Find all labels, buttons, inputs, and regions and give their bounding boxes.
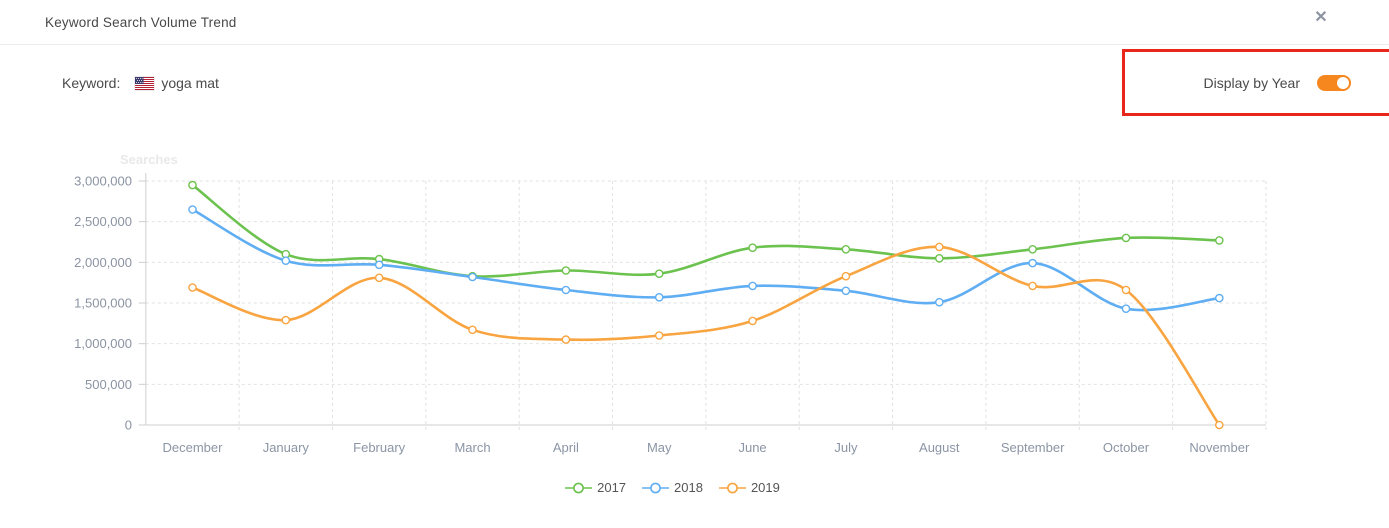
data-point-2018	[468, 272, 477, 282]
x-axis-label: November	[1189, 440, 1250, 455]
keyword-value: yoga mat	[161, 75, 219, 91]
data-point-2019	[188, 283, 197, 292]
legend-label: 2018	[674, 480, 703, 495]
data-point-2018	[935, 297, 944, 307]
data-point-2019	[281, 315, 291, 325]
x-axis-label: April	[553, 440, 579, 455]
y-axis-label: 0	[125, 418, 132, 433]
data-point-2018	[561, 285, 571, 295]
legend-marker-icon	[642, 482, 670, 493]
legend-marker-icon	[565, 482, 593, 493]
chart-legend: 2017 2018 2019	[0, 480, 1345, 495]
legend-label: 2019	[750, 480, 780, 495]
y-axis-label: 500,000	[85, 377, 132, 392]
data-point-2019	[1121, 285, 1131, 295]
data-point-2019	[748, 316, 757, 326]
search-volume-chart: 0 500,000 1,000,000 1,500,000 2,000,000 2,500…	[0, 140, 1389, 480]
display-by-year-toggle[interactable]	[1317, 74, 1351, 91]
y-axis-label: 1,500,000	[74, 296, 132, 311]
data-point-2018	[1215, 293, 1224, 303]
legend-marker-icon	[718, 482, 746, 493]
y-axis-label: 2,500,000	[74, 214, 132, 229]
data-point-2018	[1028, 258, 1037, 268]
us-flag-icon	[135, 76, 155, 90]
toggle-knob	[1337, 76, 1349, 89]
close-icon[interactable]: ✕	[1310, 7, 1332, 29]
x-axis-label: October	[1103, 440, 1150, 455]
data-point-2019	[841, 271, 851, 281]
data-point-2017	[188, 180, 197, 190]
modal-title: Keyword Search Volume Trend	[45, 14, 237, 30]
data-point-2019	[1215, 420, 1224, 430]
data-point-2017	[1028, 245, 1037, 254]
keyword-label: Keyword:	[62, 75, 121, 91]
data-point-2017	[748, 243, 757, 252]
data-point-2019	[468, 325, 477, 335]
data-point-2017	[654, 269, 664, 278]
data-point-2018	[281, 256, 291, 265]
series-line-2018	[191, 208, 1221, 312]
data-point-2019	[561, 335, 571, 344]
legend-item-2017[interactable]: 2017	[565, 480, 626, 495]
x-axis-label: January	[263, 440, 310, 455]
legend-item-2018[interactable]: 2018	[642, 480, 703, 495]
x-axis-label: September	[1001, 440, 1065, 455]
series-line-2019	[191, 245, 1221, 427]
legend-label: 2017	[597, 480, 627, 495]
y-axis-title: Searches	[120, 152, 178, 167]
x-axis-label: June	[738, 440, 766, 455]
display-by-year-label: Display by Year	[1203, 74, 1300, 91]
x-axis-label: July	[834, 440, 858, 455]
data-point-2019	[374, 273, 384, 283]
data-point-2017	[1121, 233, 1131, 243]
data-point-2017	[1215, 236, 1224, 245]
x-axis-label: December	[162, 440, 223, 455]
y-axis-label: 3,000,000	[74, 174, 132, 189]
data-point-2019	[935, 242, 944, 252]
data-point-2019	[654, 331, 664, 340]
chart-canvas: 0 500,000 1,000,000 1,500,000 2,000,000 2,500…	[74, 152, 1267, 455]
data-point-2018	[374, 260, 384, 270]
data-point-2017	[841, 245, 851, 254]
series-line-2017	[191, 183, 1221, 278]
x-axis-label: August	[919, 440, 960, 455]
data-point-2018	[654, 292, 664, 302]
modal-header: Keyword Search Volume Trend ✕	[0, 0, 1389, 45]
data-point-2018	[1121, 304, 1131, 313]
y-axis-label: 2,000,000	[74, 255, 132, 270]
data-point-2017	[561, 266, 571, 275]
data-point-2018	[841, 286, 851, 296]
keyword-row: Keyword: yoga mat	[62, 75, 219, 91]
annotation-highlight-box: Display by Year	[1122, 49, 1389, 116]
data-point-2017	[935, 254, 944, 263]
data-point-2018	[748, 281, 757, 291]
x-axis-label: May	[647, 440, 672, 455]
x-axis-label: February	[353, 440, 406, 455]
data-point-2019	[1028, 281, 1037, 291]
data-point-2018	[188, 205, 197, 214]
x-axis-label: March	[454, 440, 490, 455]
legend-item-2019[interactable]: 2019	[718, 480, 780, 495]
y-axis-label: 1,000,000	[74, 336, 132, 351]
